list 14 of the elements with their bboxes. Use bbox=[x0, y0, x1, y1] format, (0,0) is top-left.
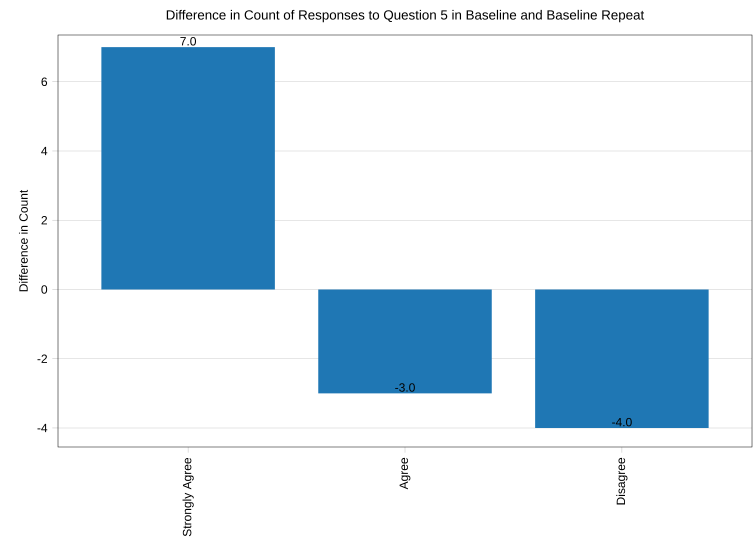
y-tick-label: -4 bbox=[37, 424, 48, 432]
data-label: 7.0 bbox=[180, 37, 196, 46]
y-tick-label: -2 bbox=[37, 354, 47, 363]
y-tick-label: 4 bbox=[41, 146, 48, 156]
y-tick-label: 2 bbox=[42, 216, 47, 224]
data-label: -3.0 bbox=[395, 383, 415, 392]
y-tick-label: 0 bbox=[41, 285, 48, 294]
x-tick-label: Agree bbox=[400, 458, 410, 490]
x-tick-label: Strongly Agree bbox=[182, 458, 194, 536]
data-label: -4.0 bbox=[612, 418, 632, 426]
y-tick-label: 6 bbox=[42, 77, 48, 86]
x-tick-label: Disagree bbox=[616, 458, 628, 504]
y-axis-title: Difference in Count bbox=[18, 190, 28, 292]
chart-title: Difference in Count of Responses to Question 5 in Baseline and Baseline Repeat bbox=[166, 10, 644, 22]
